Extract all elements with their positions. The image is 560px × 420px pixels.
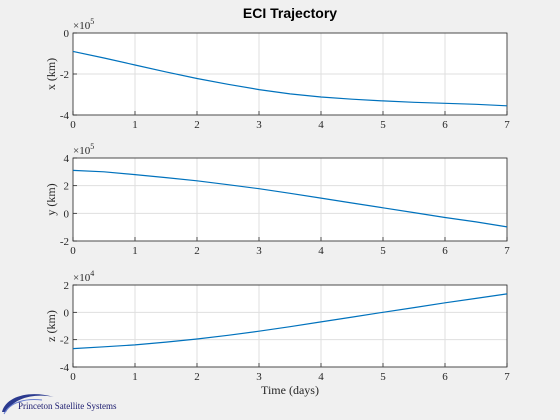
axes-box [72,32,508,116]
x-tick-label: 6 [442,119,448,131]
x-tick-label: 6 [442,371,448,383]
x-tick-label: 3 [256,245,262,257]
x-axis-label: Time (days) [261,383,319,397]
x-tick-label: 5 [380,371,386,383]
chart-title: ECI Trajectory [243,5,337,21]
y-axis-label: x (km) [44,58,58,90]
y-tick-label: -2 [60,236,69,248]
x-tick-label: 3 [256,371,262,383]
x-tick-label: 1 [132,245,138,257]
logo-arc-icon [3,399,43,415]
x-tick-label: 2 [194,245,200,257]
x-tick-label: 7 [504,119,510,131]
y-tick-label: 0 [64,28,70,40]
y-tick-label: -4 [60,110,70,122]
subplot-1: 0 1 2 3 4 5 6 7 -4 -2 0 x (km) ×105 [44,17,510,131]
x-tick-label: 0 [70,119,76,131]
x-tick-label: 0 [70,245,76,257]
y-tick-label: 2 [64,181,70,193]
y-axis-label: z (km) [44,310,58,342]
psss-logo: Princeton Satellite Systems [2,394,117,415]
x-tick-label: 2 [194,371,200,383]
plot-area [73,158,507,241]
y-tick-label: 0 [64,208,70,220]
axes-box [72,157,508,242]
x-tick-label: 1 [132,119,138,131]
y-tick-label: 4 [64,153,70,165]
x-tick-label: 4 [318,371,324,383]
y-tick-label: -2 [60,335,69,347]
x-tick-label: 0 [70,371,76,383]
y-tick-label: 2 [64,280,70,292]
x-tick-label: 7 [504,371,510,383]
x-tick-label: 1 [132,371,138,383]
axis-exponent-label: ×105 [73,142,94,157]
y-tick-label: -2 [60,69,69,81]
x-tick-label: 2 [194,119,200,131]
series-line [72,293,508,350]
series-line [72,50,508,107]
y-axis-label: y (km) [44,183,58,215]
x-tick-label: 4 [318,119,324,131]
y-tick-label: 0 [64,307,70,319]
logo-text: Princeton Satellite Systems [18,401,117,411]
axis-exponent-label: ×105 [73,17,94,32]
plot-area [73,285,507,367]
axes-box [72,284,508,368]
x-tick-label: 4 [318,245,324,257]
series-line [72,169,508,228]
x-tick-label: 5 [380,245,386,257]
x-tick-label: 5 [380,119,386,131]
x-tick-label: 3 [256,119,262,131]
x-tick-label: 7 [504,245,510,257]
subplot-3: 0 1 2 3 4 5 6 7 -4 -2 0 2 z (km) ×104 [44,269,510,383]
y-tick-label: -4 [60,362,70,374]
x-tick-label: 6 [442,245,448,257]
axis-exponent-label: ×104 [73,269,94,284]
logo-swoosh-icon [2,394,54,412]
